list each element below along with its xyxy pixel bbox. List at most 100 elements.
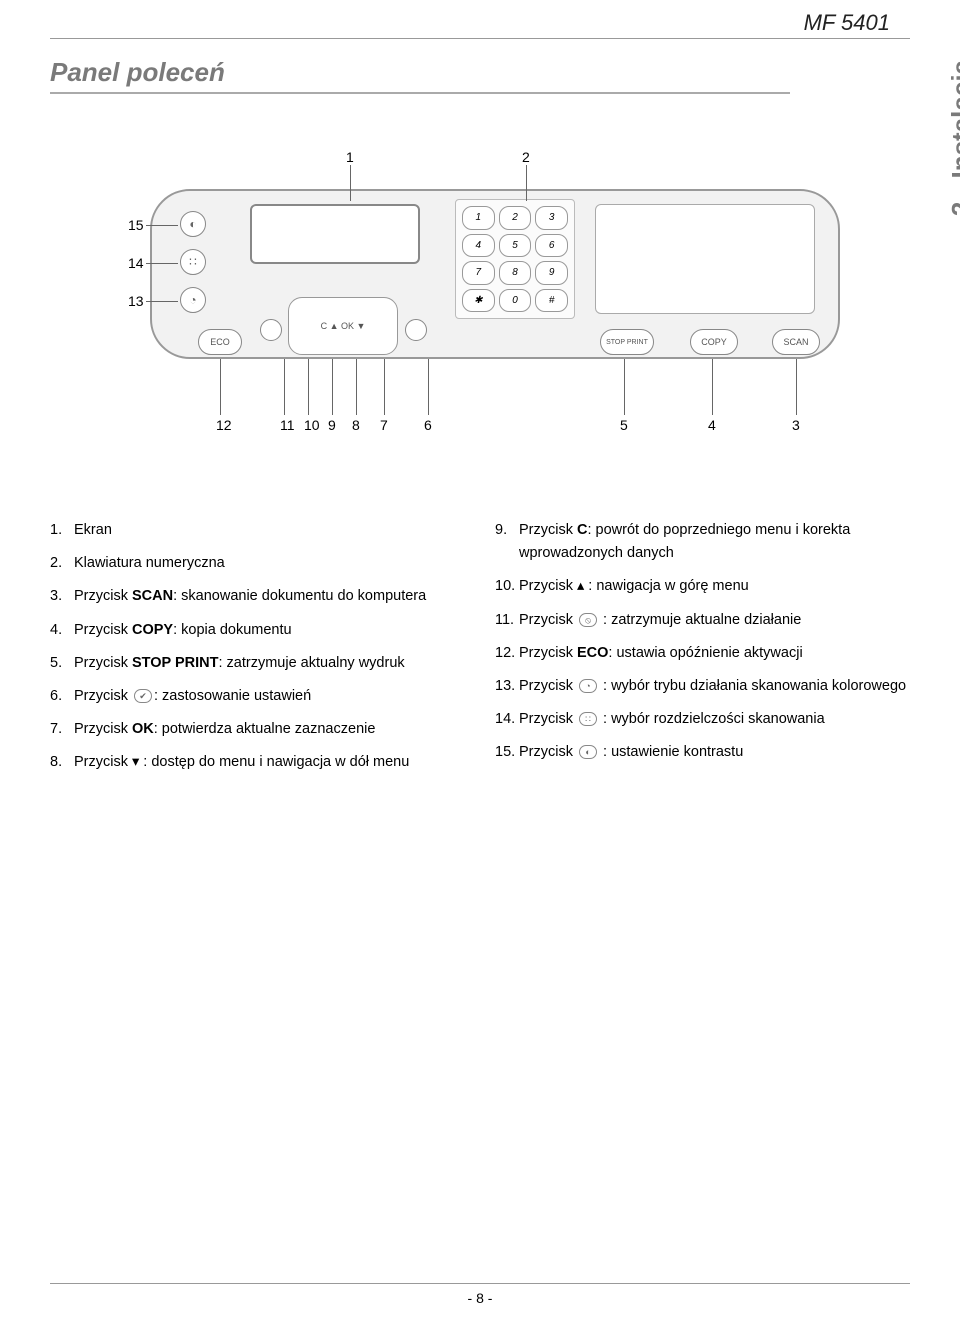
legend-left-col: 1.Ekran2.Klawiatura numeryczna3.Przycisk…: [50, 519, 465, 785]
callout-line: [350, 165, 351, 201]
callout-line: [146, 263, 178, 264]
callout-line: [284, 359, 285, 415]
keypad-key: 6: [535, 234, 568, 258]
callout-line: [332, 359, 333, 415]
section-title: Panel poleceń: [50, 57, 790, 94]
callout-number: 4: [708, 417, 716, 433]
legend-text: Przycisk ▴ : nawigacja w górę menu: [519, 575, 749, 598]
legend-item: 5.Przycisk STOP PRINT: zatrzymuje aktual…: [50, 652, 465, 675]
callout-line: [428, 359, 429, 415]
callout-line: [624, 359, 625, 415]
page-footer: - 8 -: [50, 1283, 910, 1306]
legend-text: Przycisk STOP PRINT: zatrzymuje aktualny…: [74, 652, 405, 675]
legend-item: 3.Przycisk SCAN: skanowanie dokumentu do…: [50, 585, 465, 608]
legend-number: 6.: [50, 685, 74, 708]
apply-button: [405, 319, 427, 341]
callout-number: 7: [380, 417, 388, 433]
legend: 1.Ekran2.Klawiatura numeryczna3.Przycisk…: [50, 519, 910, 785]
legend-item: 1.Ekran: [50, 519, 465, 542]
legend-right-col: 9.Przycisk C: powrót do poprzedniego men…: [495, 519, 910, 785]
callout-number: 5: [620, 417, 628, 433]
callout-number: 11: [280, 417, 295, 433]
keypad-key: 3: [535, 206, 568, 230]
legend-item: 9.Przycisk C: powrót do poprzedniego men…: [495, 519, 910, 565]
legend-item: 13.Przycisk ◔ : wybór trybu działania sk…: [495, 675, 910, 698]
legend-text: Przycisk OK: potwierdza aktualne zaznacz…: [74, 718, 375, 741]
color-mode-button: ◔: [180, 287, 206, 313]
keypad-key: #: [535, 289, 568, 313]
legend-item: 12.Przycisk ECO: ustawia opóźnienie akty…: [495, 642, 910, 665]
legend-number: 8.: [50, 751, 74, 774]
keypad-key: 4: [462, 234, 495, 258]
callout-number: 13: [128, 293, 144, 309]
callout-number: 6: [424, 417, 432, 433]
legend-number: 14.: [495, 708, 519, 731]
callout-number: 2: [522, 149, 530, 165]
header-model: MF 5401: [50, 10, 910, 39]
legend-number: 1.: [50, 519, 74, 542]
legend-text: Przycisk C: powrót do poprzedniego menu …: [519, 519, 910, 565]
legend-number: 12.: [495, 642, 519, 665]
callout-number: 9: [328, 417, 336, 433]
legend-text: Przycisk ▾ : dostęp do menu i nawigacja …: [74, 751, 409, 774]
legend-number: 11.: [495, 609, 519, 632]
legend-item: 2.Klawiatura numeryczna: [50, 552, 465, 575]
keypad-key: 9: [535, 261, 568, 285]
callout-number: 15: [128, 217, 144, 233]
keypad-key: 7: [462, 261, 495, 285]
legend-item: 11.Przycisk ⦸ : zatrzymuje aktualne dzia…: [495, 609, 910, 632]
stop-print-button: STOP PRINT: [600, 329, 654, 355]
keypad-key: 2: [499, 206, 532, 230]
keypad-key: 8: [499, 261, 532, 285]
eco-button: ECO: [198, 329, 242, 355]
callout-line: [220, 359, 221, 415]
callout-line: [526, 165, 527, 201]
legend-text: Klawiatura numeryczna: [74, 552, 225, 575]
legend-item: 10.Przycisk ▴ : nawigacja w górę menu: [495, 575, 910, 598]
resolution-button: ∷: [180, 249, 206, 275]
legend-item: 15.Przycisk ◐ : ustawienie kontrastu: [495, 741, 910, 764]
nav-cluster: C ▲ OK ▼: [288, 297, 398, 355]
callout-number: 3: [792, 417, 800, 433]
document-slot: [595, 204, 815, 314]
legend-item: 7.Przycisk OK: potwierdza aktualne zazna…: [50, 718, 465, 741]
legend-text: Przycisk SCAN: skanowanie dokumentu do k…: [74, 585, 426, 608]
scan-button: SCAN: [772, 329, 820, 355]
legend-number: 3.: [50, 585, 74, 608]
callout-number: 10: [304, 417, 320, 433]
callout-line: [356, 359, 357, 415]
legend-text: Przycisk ✔: zastosowanie ustawień: [74, 685, 311, 708]
callout-number: 8: [352, 417, 360, 433]
legend-number: 5.: [50, 652, 74, 675]
legend-text: Przycisk ◐ : ustawienie kontrastu: [519, 741, 743, 764]
legend-text: Ekran: [74, 519, 112, 542]
legend-text: Przycisk ∷ : wybór rozdzielczości skanow…: [519, 708, 825, 731]
document-page: MF 5401 Panel poleceń 2 - Instalacja 123…: [0, 0, 960, 1326]
chapter-tab: 2 - Instalacja: [946, 60, 960, 216]
callout-line: [146, 225, 178, 226]
keypad-key: 1: [462, 206, 495, 230]
callout-line: [146, 301, 178, 302]
keypad-key: 5: [499, 234, 532, 258]
legend-number: 15.: [495, 741, 519, 764]
callout-number: 14: [128, 255, 144, 271]
callout-number: 12: [216, 417, 232, 433]
legend-number: 4.: [50, 619, 74, 642]
control-panel-diagram: 123456789✱0# C ▲ OK ▼ ECO STOP PRINT COP…: [90, 149, 870, 479]
keypad-key: ✱: [462, 289, 495, 313]
legend-item: 14.Przycisk ∷ : wybór rozdzielczości ska…: [495, 708, 910, 731]
legend-item: 4.Przycisk COPY: kopia dokumentu: [50, 619, 465, 642]
copy-button: COPY: [690, 329, 738, 355]
legend-text: Przycisk COPY: kopia dokumentu: [74, 619, 292, 642]
legend-item: 6.Przycisk ✔: zastosowanie ustawień: [50, 685, 465, 708]
callout-line: [796, 359, 797, 415]
legend-number: 9.: [495, 519, 519, 565]
callout-line: [384, 359, 385, 415]
lcd-screen: [250, 204, 420, 264]
keypad-key: 0: [499, 289, 532, 313]
callout-line: [712, 359, 713, 415]
legend-number: 2.: [50, 552, 74, 575]
callout-number: 1: [346, 149, 354, 165]
legend-text: Przycisk ◔ : wybór trybu działania skano…: [519, 675, 906, 698]
legend-text: Przycisk ECO: ustawia opóźnienie aktywac…: [519, 642, 803, 665]
